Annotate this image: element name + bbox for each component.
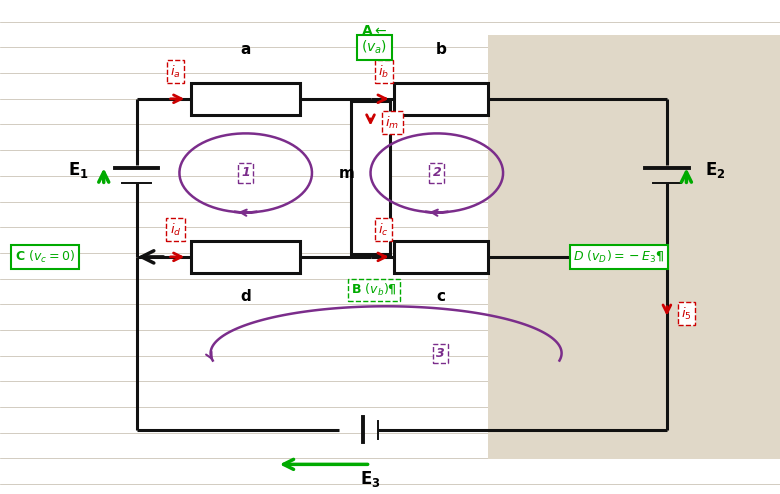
Text: 1: 1 xyxy=(241,166,250,179)
Text: $\mathbf{E_1}$: $\mathbf{E_1}$ xyxy=(68,161,88,180)
Bar xyxy=(488,35,780,459)
Text: 2: 2 xyxy=(432,166,441,179)
Text: $i_d$: $i_d$ xyxy=(170,222,181,238)
Text: $D\ (v_D) = -E_3$¶: $D\ (v_D) = -E_3$¶ xyxy=(573,249,665,265)
Text: m: m xyxy=(339,166,355,181)
Text: a: a xyxy=(240,42,251,57)
Text: $i_b$: $i_b$ xyxy=(378,64,389,80)
Text: $(v_a)$: $(v_a)$ xyxy=(361,39,388,56)
Text: $\mathbf{E_2}$: $\mathbf{E_2}$ xyxy=(705,161,725,180)
Text: C $(v_c = 0)$: C $(v_c = 0)$ xyxy=(15,249,76,265)
Text: b: b xyxy=(435,42,446,57)
Text: $i_m$: $i_m$ xyxy=(385,115,399,130)
Bar xyxy=(191,83,300,115)
Bar xyxy=(351,101,390,254)
Text: $i_5$: $i_5$ xyxy=(681,306,692,322)
Bar xyxy=(394,83,488,115)
Text: c: c xyxy=(436,289,445,304)
Text: $i_c$: $i_c$ xyxy=(378,222,389,238)
Text: $\mathbf{E_3}$: $\mathbf{E_3}$ xyxy=(360,469,381,489)
Text: d: d xyxy=(240,289,251,304)
Text: 3: 3 xyxy=(436,347,445,360)
Text: A$\leftarrow$: A$\leftarrow$ xyxy=(361,24,388,38)
Text: $i_a$: $i_a$ xyxy=(170,64,181,80)
Bar xyxy=(394,241,488,273)
Bar xyxy=(191,241,300,273)
Text: B $(v_b)$¶: B $(v_b)$¶ xyxy=(352,282,397,298)
